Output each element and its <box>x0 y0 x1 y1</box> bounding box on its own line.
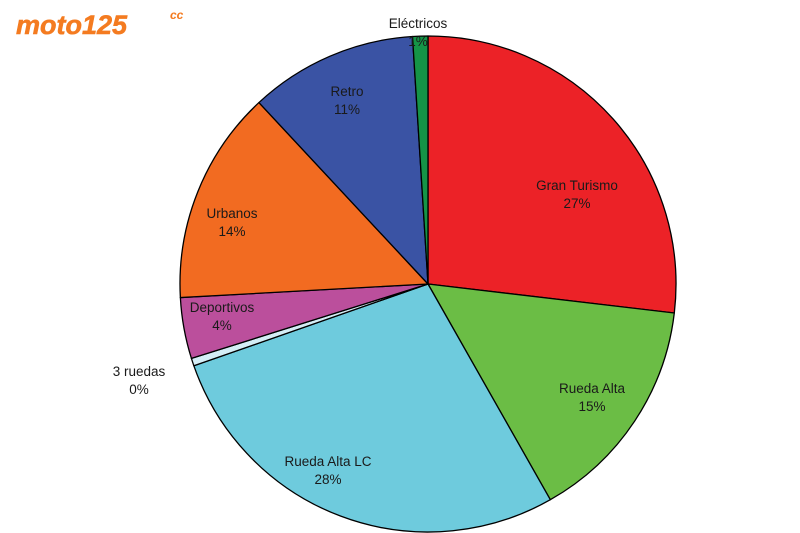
pie-slices <box>179 35 677 533</box>
slice-percent-label: 28% <box>314 472 341 487</box>
slice-percent-label: 4% <box>212 318 232 333</box>
slice-category-label: Deportivos <box>190 300 255 315</box>
pie-slice-eléctricos <box>411 35 429 285</box>
pie-slice-rueda-alta-lc <box>193 283 551 533</box>
slice-category-label: Rueda Alta LC <box>284 454 371 469</box>
slice-label-retro: Retro 11% <box>330 84 363 117</box>
moto125-logo: moto125 cc <box>16 8 184 40</box>
logo-cc: cc <box>170 8 184 22</box>
pie-slice-gran-turismo <box>427 35 677 314</box>
slice-label-deportivos: Deportivos 4% <box>190 300 255 333</box>
slice-percent-label: 14% <box>218 224 245 239</box>
slice-label-urbanos: Urbanos 14% <box>206 206 257 239</box>
pie-slice-urbanos <box>179 101 429 299</box>
pie-slice-retro <box>258 35 429 285</box>
slice-percent-label: 0% <box>129 382 149 397</box>
slice-category-label: 3 ruedas <box>113 364 166 379</box>
slice-percent-label: 15% <box>578 399 605 414</box>
slice-percent-label: 1% <box>408 34 428 49</box>
pie-labels: Gran Turismo 27% Rueda Alta 15% Rueda Alta L… <box>113 16 626 487</box>
slice-category-label: Urbanos <box>206 206 257 221</box>
slice-percent-label: 27% <box>563 196 590 211</box>
slice-category-label: Rueda Alta <box>559 381 626 396</box>
slice-label-rueda-alta: Rueda Alta 15% <box>559 381 626 414</box>
slice-category-label: Gran Turismo <box>536 178 618 193</box>
slice-category-label: Eléctricos <box>389 16 448 31</box>
slice-label-rueda-alta-lc: Rueda Alta LC 28% <box>284 454 371 487</box>
pie-slice-rueda-alta <box>427 283 675 501</box>
slice-label-3-ruedas: 3 ruedas 0% <box>113 364 166 397</box>
slice-label-eléctricos: Eléctricos 1% <box>389 16 448 49</box>
slice-category-label: Retro <box>330 84 363 99</box>
slice-percent-label: 11% <box>334 102 360 117</box>
slice-label-gran-turismo: Gran Turismo 27% <box>536 178 618 211</box>
logo-wordmark: moto125 <box>16 10 128 40</box>
